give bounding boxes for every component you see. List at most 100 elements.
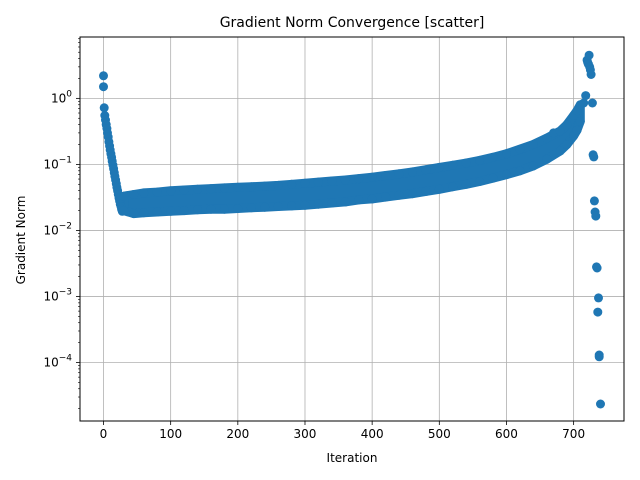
scatter-point — [99, 71, 108, 81]
scatter-point — [488, 152, 498, 162]
scatter-point — [260, 181, 270, 191]
scatter-point — [367, 194, 377, 204]
scatter-point — [246, 203, 256, 213]
scatter-point — [327, 198, 337, 208]
scatter-point — [591, 211, 601, 221]
scatter-point — [407, 167, 417, 177]
x-tick-label: 600 — [495, 427, 518, 441]
scatter-point — [434, 184, 444, 194]
scatter-point — [287, 179, 297, 189]
x-tick-label: 400 — [361, 427, 384, 441]
axis-ticks: 0 100 200 300 400 500 600 700 10−4 10−3 10−2 10−1 10… — [43, 38, 585, 441]
y-tick-label: 10−1 — [43, 155, 72, 171]
scatter-point — [206, 204, 216, 214]
scatter-point — [381, 192, 391, 202]
scatter-point — [166, 206, 176, 216]
scatter-point — [584, 50, 594, 60]
scatter-point — [515, 144, 525, 154]
scatter-point — [562, 120, 572, 130]
scatter-point — [129, 190, 139, 199]
scatter-point — [313, 177, 323, 187]
scatter-point — [502, 149, 511, 159]
scatter-point — [528, 161, 538, 171]
scatter-point — [542, 133, 552, 143]
scatter-point — [219, 204, 229, 214]
scatter-points — [99, 50, 605, 409]
scatter-point — [179, 185, 189, 195]
y-axis-label: Gradient Norm — [14, 196, 28, 285]
x-tick-label: 500 — [428, 427, 451, 441]
scatter-point — [152, 207, 162, 217]
scatter-point — [260, 202, 270, 212]
scatter-point — [596, 399, 605, 409]
scatter-point — [233, 204, 243, 213]
scatter-point — [354, 195, 364, 205]
scatter-point — [475, 177, 485, 186]
scatter-point — [246, 182, 256, 192]
scatter-point — [394, 190, 404, 200]
scatter-point — [119, 191, 129, 201]
x-tick-label: 700 — [562, 427, 585, 441]
scatter-point — [152, 187, 162, 197]
y-tick-label: 100 — [51, 89, 72, 105]
scatter-point — [193, 184, 202, 194]
scatter-point — [589, 196, 599, 206]
scatter-point — [313, 199, 323, 209]
scatter-point — [592, 263, 602, 273]
scatter-point — [166, 186, 176, 196]
y-tick-label: 10−2 — [43, 221, 72, 237]
scatter-point — [448, 182, 458, 192]
scatter-point — [594, 352, 604, 362]
scatter-point — [528, 140, 538, 149]
scatter-point — [179, 206, 189, 216]
scatter-point — [515, 166, 525, 176]
scatter-point — [300, 200, 310, 210]
scatter-point — [593, 307, 603, 317]
scatter-point — [206, 184, 216, 194]
x-tick-label: 0 — [100, 427, 108, 441]
scatter-point — [273, 202, 283, 211]
scatter-point — [555, 146, 565, 156]
scatter-point — [587, 98, 597, 108]
grid — [80, 37, 624, 421]
scatter-point — [219, 183, 229, 193]
y-tick-label: 10−4 — [43, 353, 72, 369]
scatter-point — [119, 206, 129, 216]
scatter-point — [193, 205, 202, 215]
scatter-point — [589, 152, 599, 162]
scatter-point — [287, 201, 297, 211]
scatter-point — [233, 182, 243, 192]
x-axis-label: Iteration — [327, 451, 378, 465]
scatter-point — [367, 172, 377, 182]
y-tick-label: 10−3 — [43, 287, 72, 303]
scatter-point — [434, 162, 444, 172]
scatter-point — [407, 189, 417, 199]
chart-title: Gradient Norm Convergence [scatter] — [220, 15, 485, 31]
scatter-point — [594, 293, 603, 303]
scatter-point — [129, 209, 139, 219]
scatter-point — [581, 91, 591, 101]
scatter-point — [572, 125, 582, 135]
scatter-point — [340, 175, 350, 185]
x-tick-label: 100 — [159, 427, 182, 441]
plot-frame — [79, 36, 625, 422]
scatter-point — [586, 70, 596, 79]
scatter-point — [99, 82, 108, 92]
scatter-point — [448, 160, 458, 170]
scatter-point — [421, 186, 431, 196]
scatter-point — [575, 116, 585, 126]
scatter-point — [502, 170, 511, 180]
scatter-point — [488, 173, 498, 183]
scatter-point — [555, 126, 565, 136]
scatter-point — [562, 140, 572, 149]
scatter-point — [139, 188, 149, 198]
scatter-point — [327, 176, 337, 186]
scatter-point — [139, 208, 149, 218]
scatter-point — [542, 154, 552, 164]
scatter-point — [340, 197, 350, 207]
scatter-point — [354, 174, 364, 184]
scatter-point — [99, 103, 109, 113]
scatter-point — [394, 169, 404, 179]
